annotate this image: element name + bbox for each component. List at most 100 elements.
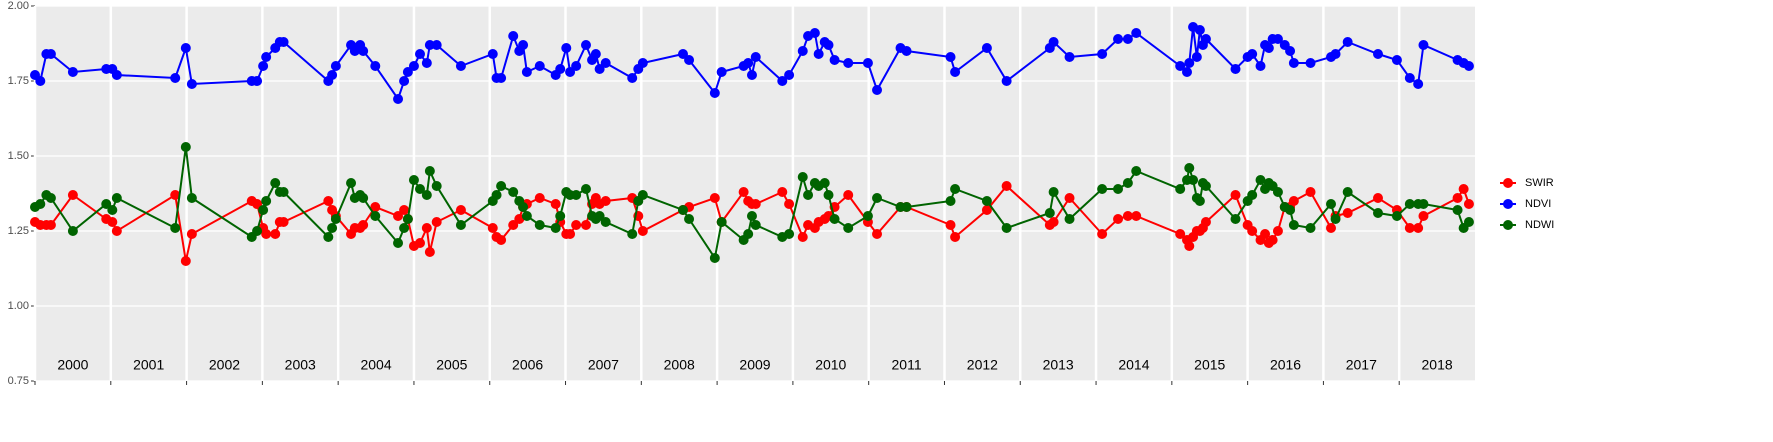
point xyxy=(358,193,369,203)
point xyxy=(1064,214,1075,224)
point xyxy=(1247,190,1258,200)
point xyxy=(258,61,269,71)
point xyxy=(637,190,648,200)
x-tick-label: 2011 xyxy=(892,357,922,373)
x-tick-label: 2003 xyxy=(285,357,316,373)
point xyxy=(415,238,426,248)
point xyxy=(431,181,442,191)
point xyxy=(270,178,281,188)
point xyxy=(1272,187,1283,197)
point xyxy=(1113,184,1124,194)
point xyxy=(323,232,334,242)
point xyxy=(945,196,956,206)
point xyxy=(330,61,341,71)
point xyxy=(258,205,269,215)
point xyxy=(746,211,757,221)
point xyxy=(862,58,873,68)
point xyxy=(555,64,566,74)
point xyxy=(107,217,118,227)
point xyxy=(1044,208,1055,218)
point xyxy=(518,202,529,212)
point xyxy=(358,46,369,56)
point xyxy=(709,253,720,263)
point xyxy=(1175,229,1186,239)
legend-key xyxy=(1503,220,1513,230)
point xyxy=(1463,61,1474,71)
point xyxy=(1342,37,1353,47)
point xyxy=(580,220,591,230)
point xyxy=(170,223,181,233)
point xyxy=(1184,163,1195,173)
point xyxy=(637,58,648,68)
point xyxy=(1404,199,1415,209)
point xyxy=(981,205,992,215)
point xyxy=(550,223,561,233)
point xyxy=(555,211,566,221)
x-tick-label: 2001 xyxy=(133,357,164,373)
point xyxy=(1372,49,1383,59)
point xyxy=(590,49,601,59)
point xyxy=(421,58,432,68)
legend-label: NDWI xyxy=(1525,219,1554,231)
point xyxy=(424,166,435,176)
x-tick-label: 2015 xyxy=(1194,357,1225,373)
point xyxy=(534,193,545,203)
point xyxy=(784,229,795,239)
point xyxy=(170,73,181,83)
point xyxy=(797,232,808,242)
point xyxy=(518,40,529,50)
point xyxy=(45,193,56,203)
point xyxy=(1200,34,1211,44)
point xyxy=(399,76,410,86)
point xyxy=(872,229,883,239)
point xyxy=(408,61,419,71)
point xyxy=(1131,28,1142,38)
point xyxy=(35,199,46,209)
legend-label: NDVI xyxy=(1525,198,1551,210)
point xyxy=(1413,79,1424,89)
x-tick-label: 2013 xyxy=(1043,357,1074,373)
point xyxy=(945,52,956,62)
point xyxy=(1113,214,1124,224)
point xyxy=(1255,61,1266,71)
point xyxy=(1342,187,1353,197)
x-tick-label: 2008 xyxy=(664,357,695,373)
point xyxy=(1255,175,1266,185)
point xyxy=(408,175,419,185)
point xyxy=(496,73,507,83)
point xyxy=(521,67,532,77)
point xyxy=(67,67,78,77)
point xyxy=(1272,34,1283,44)
point xyxy=(1372,193,1383,203)
point xyxy=(358,220,369,230)
point xyxy=(252,226,263,236)
point xyxy=(278,37,289,47)
point xyxy=(829,55,840,65)
point xyxy=(514,214,525,224)
point xyxy=(950,232,961,242)
point xyxy=(709,193,720,203)
point xyxy=(1326,199,1336,209)
legend-key xyxy=(1503,199,1513,209)
point xyxy=(496,181,507,191)
point xyxy=(1001,223,1012,233)
point xyxy=(1305,223,1316,233)
x-tick-label: 2012 xyxy=(967,357,998,373)
x-tick-label: 2000 xyxy=(57,357,88,373)
point xyxy=(803,190,814,200)
point xyxy=(330,214,341,224)
point xyxy=(1200,181,1211,191)
point xyxy=(571,61,582,71)
point xyxy=(180,256,191,266)
y-tick-label: 1.00 xyxy=(8,300,29,312)
point xyxy=(1131,166,1142,176)
point xyxy=(872,85,883,95)
point xyxy=(1267,235,1278,245)
x-tick-label: 2002 xyxy=(209,357,240,373)
point xyxy=(678,205,688,215)
point xyxy=(1305,187,1316,197)
point xyxy=(186,229,197,239)
point xyxy=(627,73,638,83)
point xyxy=(1418,211,1429,221)
